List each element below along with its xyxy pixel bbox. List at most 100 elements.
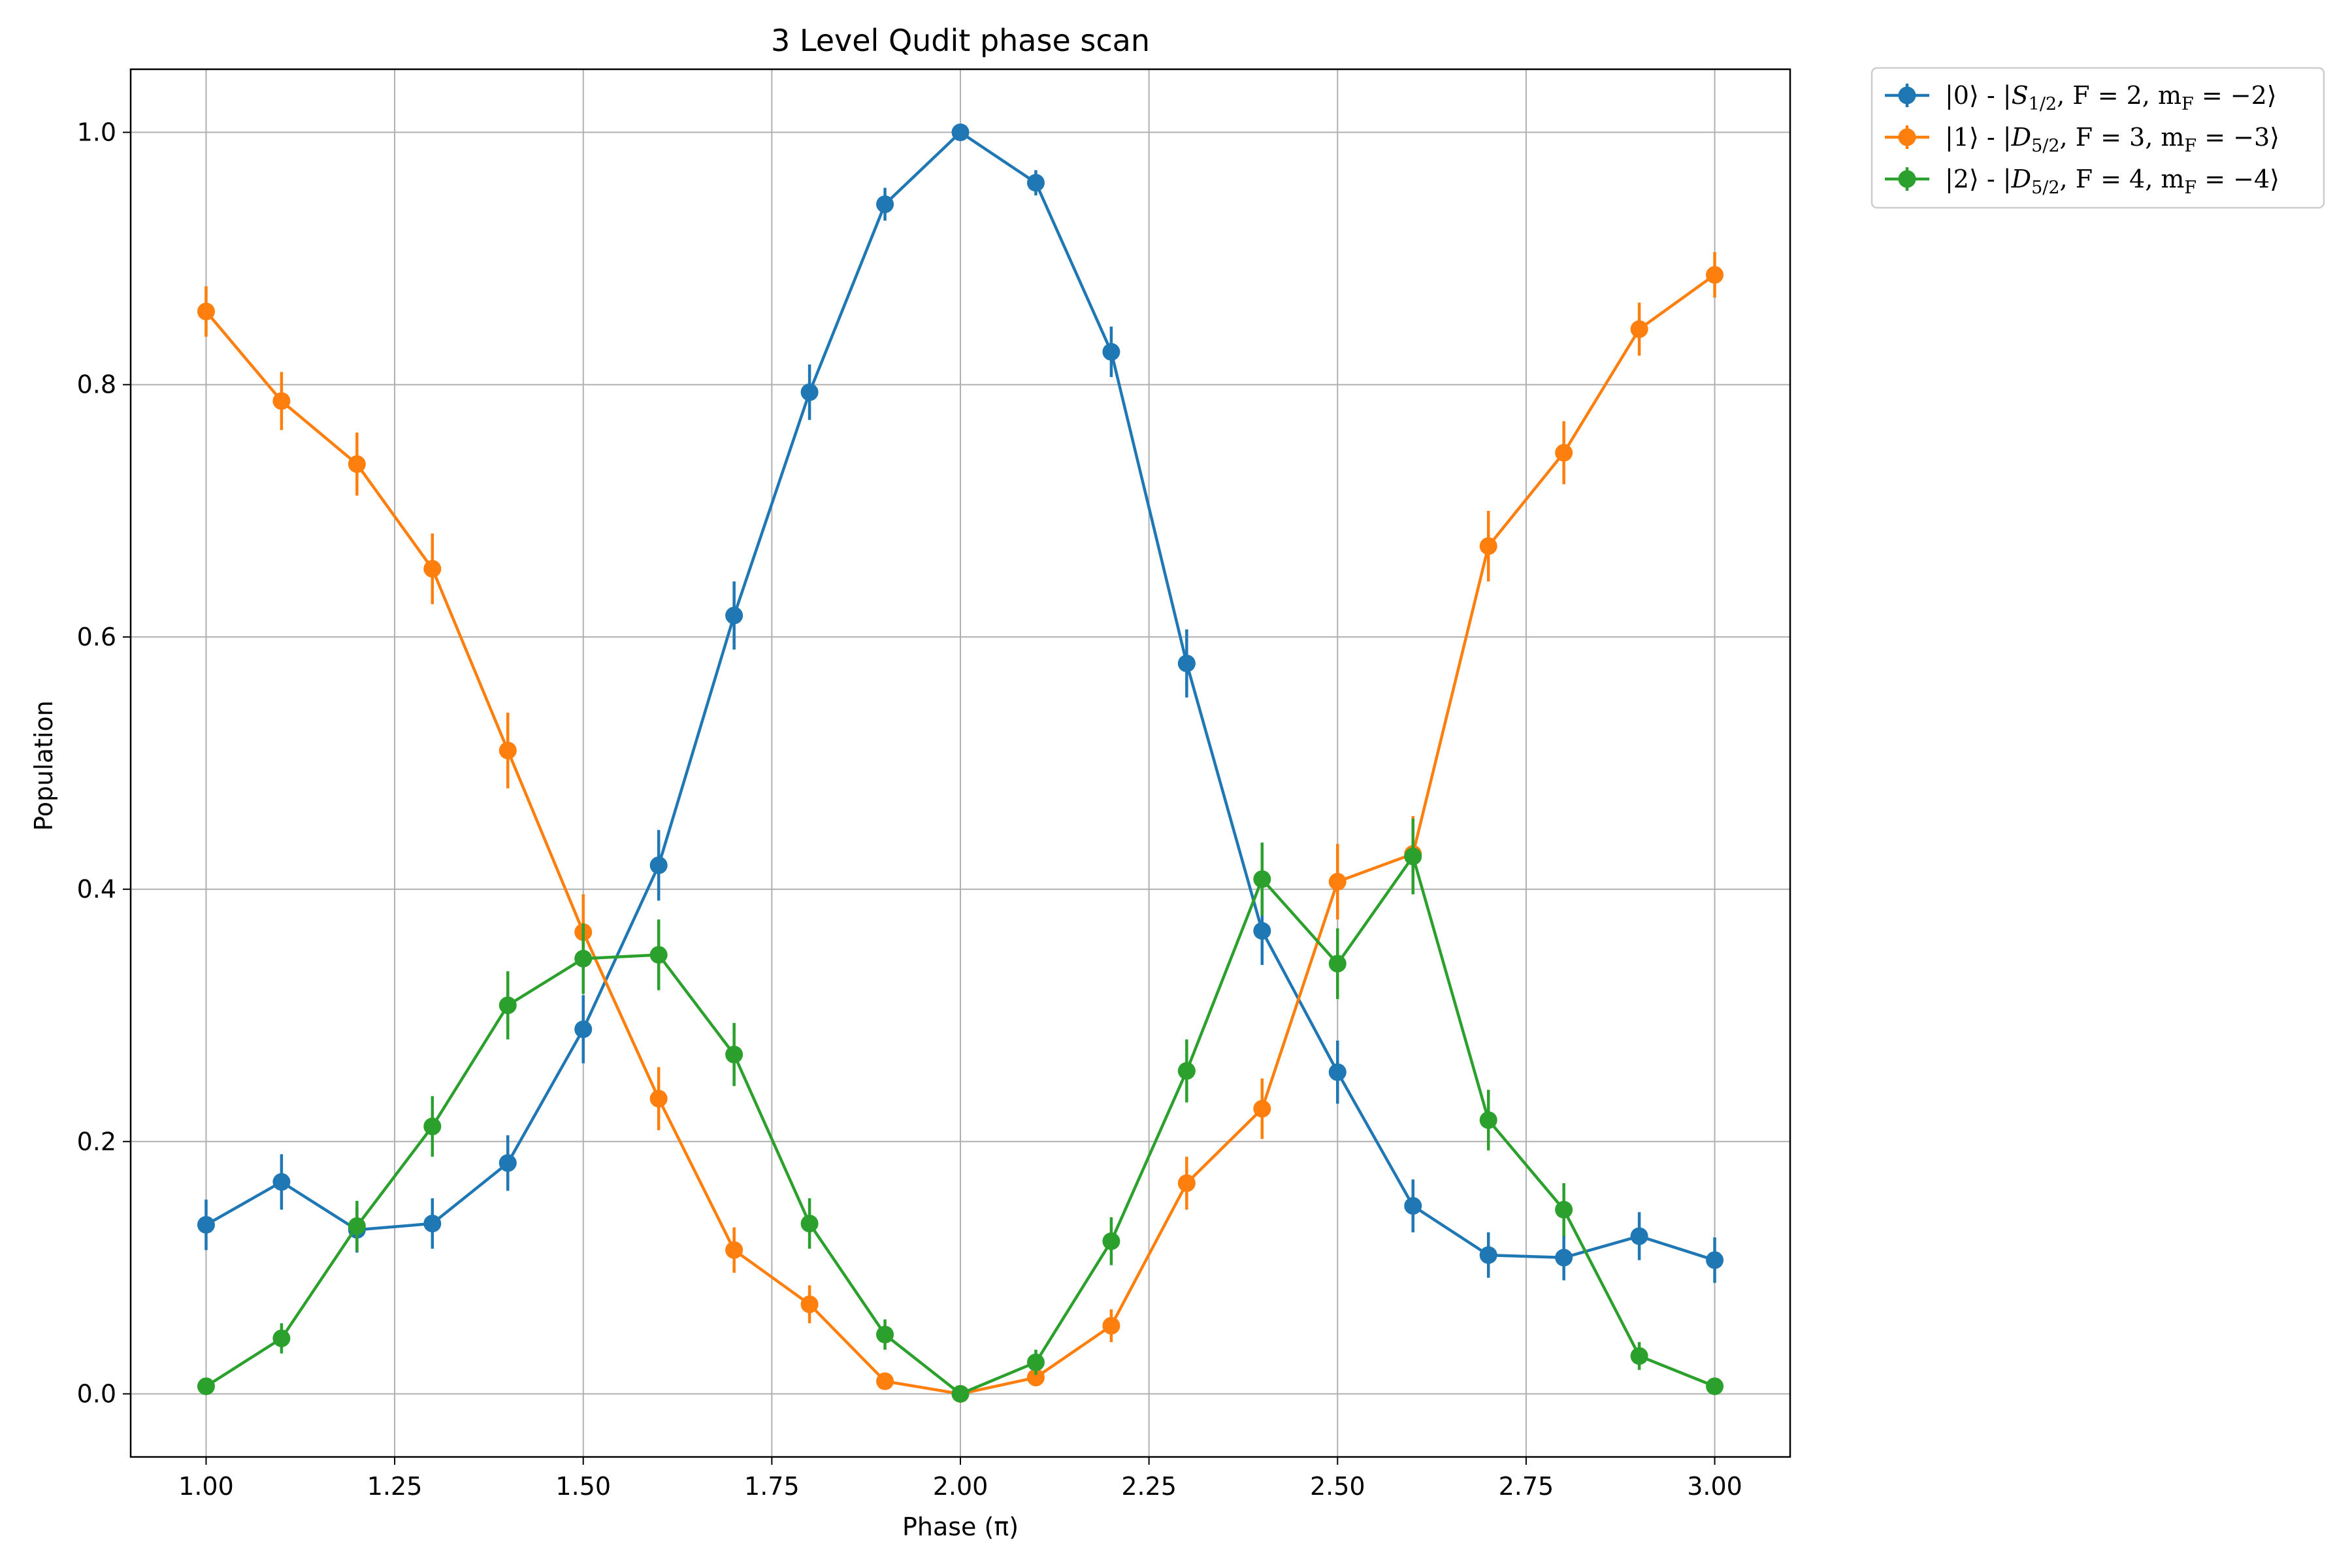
data-point [498,1154,517,1172]
data-point [876,195,894,214]
data-point [725,606,743,625]
data-point [423,560,442,578]
data-point [1328,1063,1347,1081]
series-2 [197,818,1724,1403]
data-point [876,1326,894,1344]
data-point [1479,1246,1497,1264]
legend-label-part: = −2⟩ [2194,81,2277,110]
legend-label: |2⟩ - |D5/2, F = 4, mF = −4⟩ [1945,165,2279,198]
x-tick-label: 1.00 [178,1472,234,1501]
data-point [1177,1062,1196,1080]
legend-marker [1898,128,1916,146]
data-point [1102,1316,1120,1335]
legend-item: |2⟩ - |D5/2, F = 4, mF = −4⟩ [1885,165,2279,198]
data-point [423,1117,442,1135]
data-point [423,1215,442,1233]
legend-label-part: S [2012,81,2029,110]
legend-marker [1898,170,1916,188]
data-point [574,1020,593,1038]
data-point [649,1090,668,1108]
data-point [1253,922,1271,940]
data-point [197,1377,215,1396]
legend-label-part: = −3⟩ [2197,123,2279,152]
legend-label-part: D [2011,165,2031,193]
data-point [800,1295,819,1313]
legend-label: |1⟩ - |D5/2, F = 3, mF = −3⟩ [1945,123,2279,156]
legend-label-part: F [2184,178,2197,198]
x-tick-label: 2.50 [1310,1472,1365,1501]
legend-label-part: = −4⟩ [2197,165,2279,193]
data-point [1102,343,1120,361]
data-point [1404,847,1422,866]
x-tick-label: 1.75 [744,1472,800,1501]
y-tick-label: 0.8 [77,370,116,399]
legend-box [1870,67,2325,209]
data-point [197,1216,215,1234]
x-axis-label: Phase (π) [902,1512,1019,1541]
data-point [1404,1197,1422,1215]
data-point [649,945,668,964]
data-point [1102,1232,1120,1250]
data-point [1630,1227,1648,1245]
legend-label-part: 5/2 [2031,178,2059,198]
series-layer [197,123,1724,1403]
legend-item: |0⟩ - |S1/2, F = 2, mF = −2⟩ [1885,81,2277,114]
data-point [951,123,970,142]
x-tick-label: 2.25 [1121,1472,1177,1501]
legend-label-part: |1⟩ - | [1945,123,2012,152]
data-point [1555,444,1573,462]
legend: |0⟩ - |S1/2, F = 2, mF = −2⟩|1⟩ - |D5/2,… [1870,67,2325,209]
y-tick-label: 0.2 [77,1127,116,1156]
data-point [272,1329,291,1347]
grid [131,69,1790,1457]
data-point [498,742,517,760]
data-point [1479,1111,1497,1129]
data-point [348,1217,366,1235]
data-point [725,1045,743,1064]
y-tick-label: 0.6 [77,623,116,651]
legend-label-part: , F = 2, m [2057,81,2181,110]
data-point [1706,1377,1724,1396]
y-tick-label: 0.4 [77,875,116,904]
x-tick-label: 1.25 [367,1472,423,1501]
data-point [876,1372,894,1390]
data-point [498,996,517,1015]
x-tick-label: 2.00 [933,1472,988,1501]
data-point [1177,1174,1196,1192]
data-point [272,392,291,410]
legend-label-part: |2⟩ - | [1945,165,2012,193]
data-point [1253,870,1271,889]
x-tick-label: 1.50 [555,1472,611,1501]
legend-label-part: 5/2 [2031,136,2059,156]
data-point [348,455,366,473]
data-point [1630,320,1648,338]
data-point [1026,1368,1045,1386]
legend-item: |1⟩ - |D5/2, F = 3, mF = −3⟩ [1885,123,2279,156]
data-point [1328,873,1347,891]
data-point [1328,955,1347,973]
legend-label-part: 1/2 [2029,94,2057,114]
data-point [1555,1201,1573,1219]
legend-label-part: F [2181,94,2194,114]
y-axis-label: Population [29,700,58,831]
data-point [1177,654,1196,672]
data-point [951,1384,970,1403]
data-point [272,1173,291,1191]
y-tick-label: 0.0 [77,1379,116,1408]
data-point [1630,1347,1648,1365]
data-point [574,949,593,968]
legend-label-part: , F = 4, m [2060,165,2185,193]
legend-label-part: , F = 3, m [2060,123,2185,152]
legend-label: |0⟩ - |S1/2, F = 2, mF = −2⟩ [1945,81,2277,114]
data-point [1026,174,1045,192]
legend-label-part: F [2184,136,2197,156]
data-point [1706,266,1724,284]
legend-label-part: |0⟩ - | [1945,81,2012,110]
x-tick-label: 3.00 [1687,1472,1742,1501]
data-point [197,302,215,321]
y-tick-label: 1.0 [77,118,116,147]
data-point [649,856,668,874]
